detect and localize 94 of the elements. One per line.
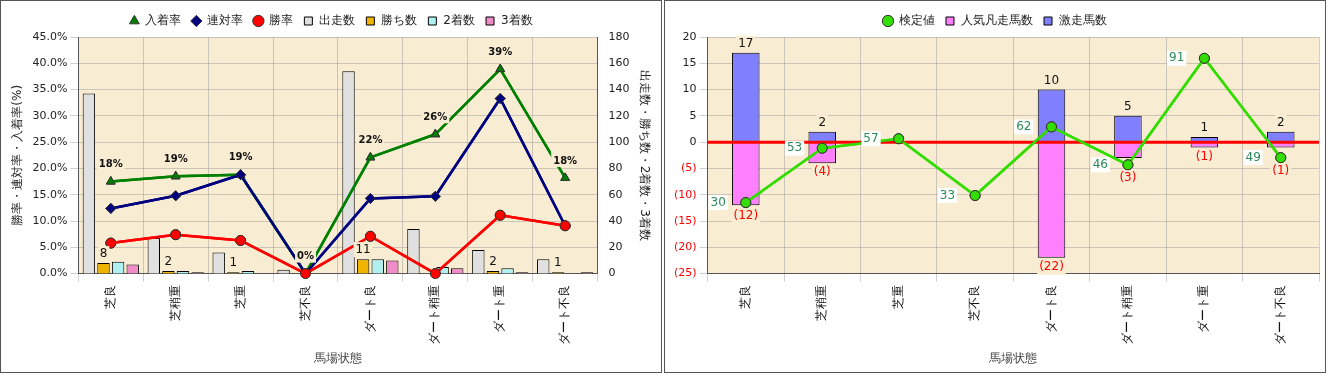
data-label: 46 [1092,156,1108,171]
y2-tick-label: 80 [608,161,623,175]
data-label: 18% [553,154,578,166]
data-label: 0% [297,250,315,262]
data-label: 2 [818,114,827,129]
x-tick-label: ダート重 [1196,284,1211,333]
y-tick-label: 0.0% [39,266,68,280]
data-label: 30 [710,194,726,209]
y-tick-label: 20.0% [32,161,68,175]
y-tick-label: 30.0% [32,108,68,122]
y2-tick-label: 20 [608,240,623,254]
x-axis-title: 馬場状態 [312,350,362,365]
y2-tick-label: 160 [608,56,630,70]
data-label: 2 [489,254,497,269]
y-tick-label: 5 [689,108,697,122]
y2-axis-title: 出走数・勝ち数・2着数・3着数 [637,69,652,241]
legend-label: 検定値 [899,13,935,28]
x-tick-label: 芝稍重 [814,284,829,321]
y2-tick-label: 60 [608,187,623,201]
legend-label: 勝ち数 [381,13,418,28]
y-tick-label: 5.0% [39,240,68,254]
x-tick-label: 芝良 [737,284,752,309]
data-label: 1 [554,255,562,270]
data-label: 8 [99,246,108,261]
x-tick-label: ダート稍重 [1120,284,1135,345]
x-tick-label: 芝稍重 [167,284,182,321]
data-label: 5 [1124,98,1132,113]
y-tick-label: 40.0% [32,56,68,70]
data-label: 53 [786,140,803,155]
legend-label: 2着数 [443,13,476,28]
data-label: 91 [1169,50,1185,65]
data-label: (12) [733,207,759,222]
data-label: 1 [229,255,238,270]
y-tick-label: (5) [680,161,697,175]
data-label: 62 [1016,119,1032,134]
legend-label: 勝率 [269,13,294,28]
y-tick-label: 25.0% [32,135,68,149]
legend-label: 激走馬数 [1059,13,1107,28]
y-axis-title: 勝率・連対率・入着率(%) [10,84,25,226]
y2-tick-label: 120 [608,108,630,122]
data-label: 22% [358,134,383,145]
legend-label: 人気凡走馬数 [961,13,1033,28]
x-axis-title: 馬場状態 [988,350,1038,365]
y2-tick-label: 140 [608,82,630,96]
x-tick-label: 芝不良 [967,284,982,321]
x-tick-label: ダート良 [1043,284,1058,333]
y2-tick-label: 40 [608,213,623,227]
data-label: (4) [813,164,831,179]
y2-tick-label: 180 [608,29,630,43]
x-tick-label: ダート重 [492,284,507,333]
data-label: 11 [355,242,371,257]
y-tick-label: (20) [673,240,697,254]
data-label: 39% [488,45,513,57]
x-tick-label: ダート不良 [557,284,572,345]
x-tick-label: ダート不良 [1272,284,1287,345]
legend-label: 入着率 [145,13,182,28]
y-tick-label: 10.0% [32,213,68,227]
data-label: 1 [1200,120,1209,135]
y-tick-label: 45.0% [32,29,68,43]
y2-tick-label: 100 [608,135,630,149]
data-label: (22) [1039,258,1064,273]
legend-label: 連対率 [207,13,244,28]
data-label: (1) [1195,148,1213,163]
y-tick-label: 15 [682,56,697,70]
data-label: 2 [164,254,173,269]
data-label: 33 [939,187,956,202]
x-tick-label: 芝重 [890,284,905,309]
data-label: (1) [1272,162,1290,177]
data-label: 26% [423,110,448,122]
data-label: 18% [98,158,123,170]
data-label: 19% [163,152,188,164]
legend-label: 3着数 [501,13,533,28]
y-tick-label: 10 [682,82,697,96]
data-label: 10 [1043,72,1060,87]
x-tick-label: ダート良 [362,284,377,333]
y-tick-label: (10) [673,187,697,201]
data-label: 2 [1276,114,1285,129]
y-tick-label: 20 [682,29,697,43]
y-tick-label: 15.0% [32,187,68,201]
x-tick-label: ダート稍重 [427,284,442,345]
x-tick-label: 芝良 [102,284,117,309]
x-tick-label: 芝重 [232,284,247,309]
data-label: (3) [1119,169,1137,184]
y-tick-label: 35.0% [32,82,68,96]
legend-label: 出走数 [319,13,356,28]
y-tick-label: 0 [689,135,697,149]
x-tick-label: 芝不良 [297,284,312,321]
data-label: 49 [1245,149,1261,164]
y-tick-label: (25) [673,266,697,280]
data-label: 17 [738,35,754,50]
data-label: 57 [863,130,879,145]
y-tick-label: (15) [673,213,697,227]
y2-tick-label: 0 [608,266,616,280]
data-label: 19% [228,151,253,163]
